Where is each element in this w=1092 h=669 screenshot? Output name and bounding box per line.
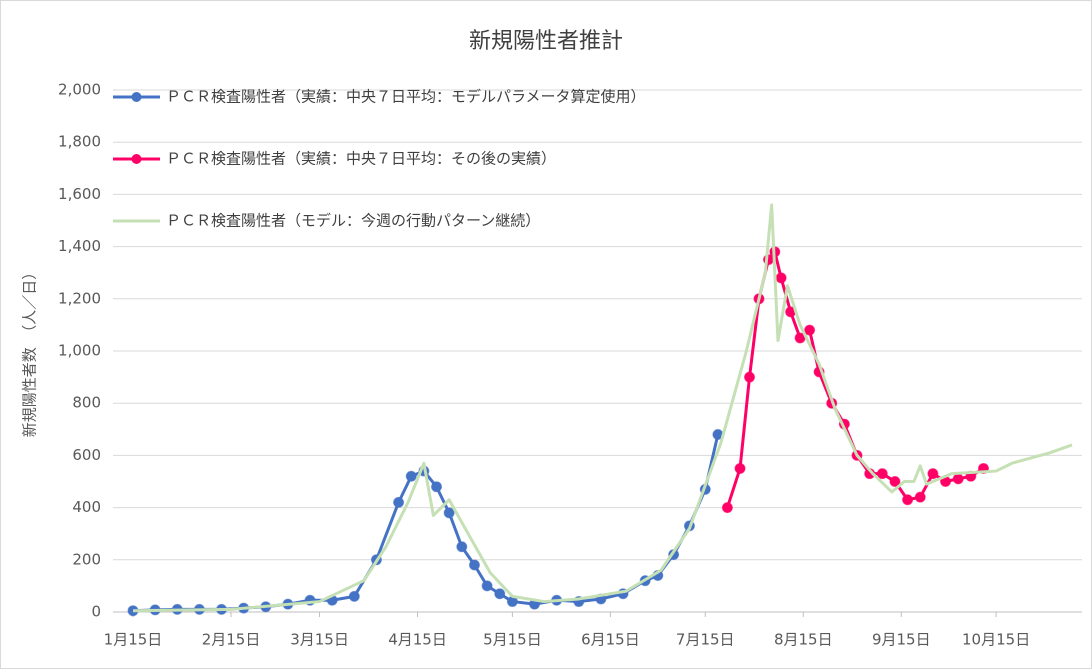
point [889,476,901,487]
point [393,496,405,508]
x-tick-label: 10月15日 [962,631,1030,649]
x-tick-label: 9月15日 [872,631,931,649]
y-tick-label: 400 [72,498,101,516]
grid: 0 200 400 600 800 1,000 1,200 1,400 1,600 1,800 2,… [58,81,1082,649]
legend: ＰＣＲ検査陽性者（実績：中央７日平均：モデルパラメータ算定使用） ＰＣＲ検査陽性者… [113,88,646,230]
point [405,470,417,482]
point [952,473,964,485]
point [431,481,443,493]
y-tick-label: 1,200 [58,289,101,307]
legend-label: ＰＣＲ検査陽性者（実績：中央７日平均：その後の実績） [166,150,556,168]
point [775,272,787,284]
point [744,371,756,383]
point [902,494,914,506]
point [443,507,455,519]
x-tick-label: 7月15日 [676,631,735,649]
legend-label: ＰＣＲ検査陽性者（実績：中央７日平均：モデルパラメータ算定使用） [166,88,646,106]
y-tick-label: 1,600 [58,185,101,203]
y-tick-label: 800 [72,394,101,412]
series-line [132,203,1073,613]
x-tick-label: 6月15日 [581,631,640,649]
y-tick-label: 1,000 [58,342,101,360]
y-tick-label: 2,000 [58,81,101,99]
point [734,462,746,474]
plot-area [127,203,1073,617]
x-tick-label: 4月15日 [388,631,447,649]
point [481,580,493,592]
point [914,491,926,503]
y-tick-label: 1,800 [58,133,101,151]
x-tick-label: 3月15日 [290,631,349,649]
legend-label: ＰＣＲ検査陽性者（モデル：今週の行動パターン継続） [166,212,540,230]
point [721,502,733,514]
x-tick-label: 2月15日 [202,631,261,649]
x-tick-label: 1月15日 [104,631,163,649]
x-tick-label: 5月15日 [483,631,542,649]
point [494,588,506,600]
y-tick-label: 1,400 [58,237,101,255]
y-tick-label: 200 [72,550,101,568]
point [348,590,360,602]
point [876,468,888,480]
legend-marker [131,154,142,164]
legend-marker [131,92,142,102]
point [804,324,816,336]
x-tick-label: 8月15日 [774,631,833,649]
chart-title: 新規陽性者推計 [469,29,623,54]
point [468,559,480,571]
point [927,468,939,480]
y-axis-label: 新規陽性者数 （人／日） [21,265,39,438]
y-tick-label: 0 [91,603,101,621]
point [456,541,468,553]
y-tick-label: 600 [72,446,101,464]
